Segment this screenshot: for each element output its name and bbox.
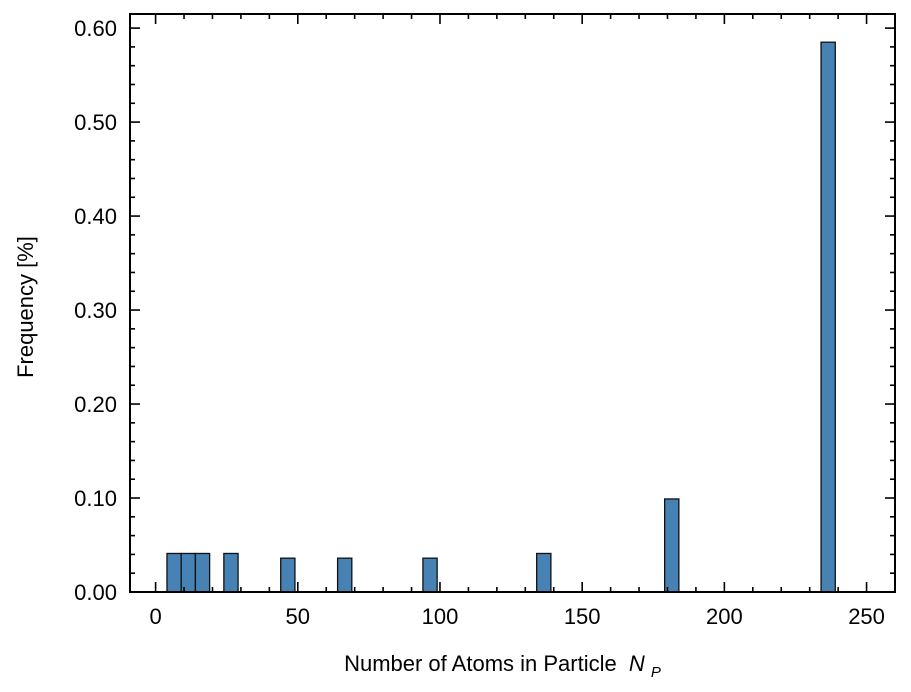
bar-4 (280, 557, 296, 593)
x-axis-label-subscript: P (651, 664, 661, 681)
plot-frame (129, 13, 896, 593)
y-tick-label: 0.10 (74, 486, 117, 511)
y-tick-label: 0.50 (74, 110, 117, 135)
y-tick-label: 0.20 (74, 392, 117, 417)
bar-8 (663, 498, 680, 593)
x-tick-label: 0 (149, 604, 161, 629)
x-tick-label: 200 (706, 604, 743, 629)
bar-3 (223, 552, 239, 593)
y-tick-label: 0.60 (74, 16, 117, 41)
bar-0 (166, 552, 182, 593)
x-axis-label-text: Number of Atoms in Particle (344, 651, 617, 676)
y-tick-labels: 0.00 0.10 0.20 0.30 0.40 0.50 0.60 (74, 16, 117, 605)
y-tick-label: 0.30 (74, 298, 117, 323)
x-tick-label: 100 (422, 604, 459, 629)
x-axis-label-symbol: N (629, 651, 645, 676)
y-tick-label: 0.40 (74, 204, 117, 229)
bar-5 (336, 557, 353, 593)
ticks-group (130, 14, 896, 593)
x-axis-label: Number of Atoms in Particle N P (344, 651, 661, 681)
x-tick-label: 50 (286, 604, 310, 629)
bar-2 (194, 552, 211, 593)
bar-7 (536, 552, 552, 593)
bar-6 (422, 557, 438, 593)
y-tick-label: 0.00 (74, 580, 117, 605)
bars-group (166, 41, 836, 593)
bar-9 (820, 41, 836, 593)
x-tick-labels: 0 50 100 150 200 250 (149, 604, 884, 629)
y-axis-label: Frequency [%] (13, 236, 38, 378)
bar-1 (180, 552, 197, 593)
x-tick-label: 150 (564, 604, 601, 629)
x-tick-label: 250 (848, 604, 885, 629)
